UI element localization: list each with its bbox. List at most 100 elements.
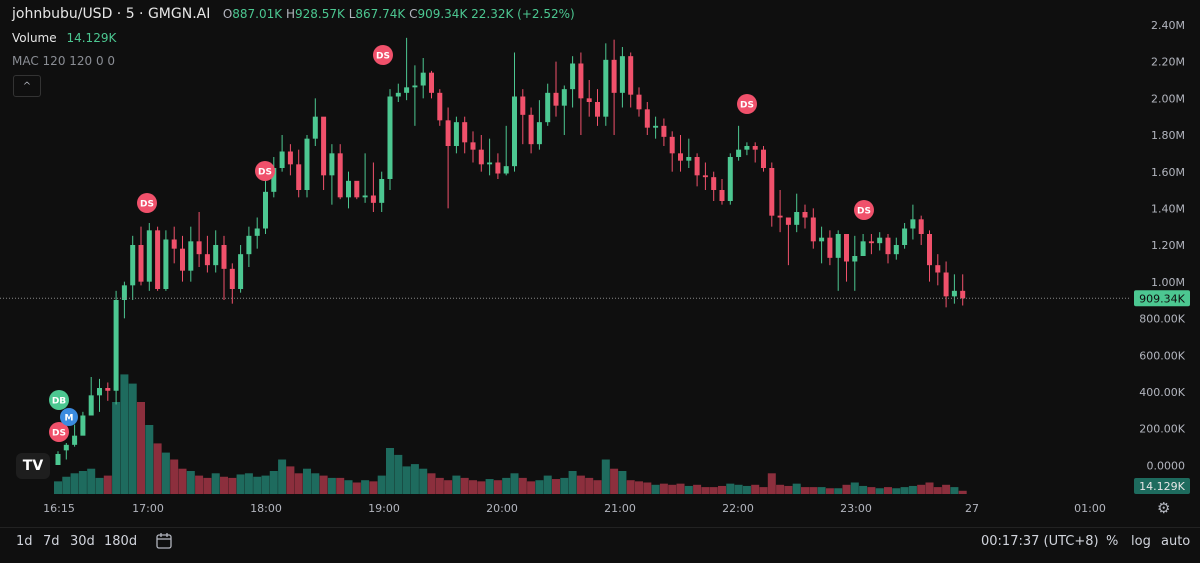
volume-legend-value: 14.129K (66, 31, 117, 45)
volume-bar (493, 480, 502, 494)
time-tick-label: 21:00 (604, 502, 636, 515)
open-value: 887.01K (232, 7, 283, 21)
trade-markers[interactable]: DS DS DS DS DS DS DB M (49, 45, 874, 442)
price-chart[interactable]: 2.40M 2.20M 2.00M 1.80M 1.60M 1.40M 1.20M 1.00M… (0, 0, 1200, 527)
auto-toggle[interactable]: auto (1161, 534, 1191, 549)
candle-body (296, 164, 302, 190)
candles (55, 37, 966, 465)
trade-marker[interactable]: DS (49, 422, 69, 442)
volume-bar (585, 477, 594, 494)
candle-body (802, 212, 808, 218)
candle-body (420, 72, 426, 86)
percent-toggle[interactable]: % (1106, 534, 1119, 549)
trade-marker[interactable]: DS (854, 200, 874, 220)
volume-bar (386, 448, 394, 494)
volume-bar (128, 383, 137, 494)
settings-gear-icon[interactable]: ⚙ (1157, 499, 1171, 517)
candle-body (761, 149, 766, 168)
candle-body (960, 290, 966, 299)
volume-bar (933, 487, 942, 494)
close-label: C (409, 7, 418, 21)
last-volume-text: 14.129K (1139, 480, 1185, 493)
range-1d-button[interactable]: 1d (16, 534, 33, 549)
trade-marker-dot (255, 161, 275, 181)
candle-body (271, 168, 277, 192)
trade-marker[interactable]: DS (137, 193, 157, 213)
range-30d-button[interactable]: 30d (70, 534, 95, 549)
volume-bar (87, 468, 96, 494)
volume-bar (892, 488, 901, 494)
volume-bar (203, 477, 212, 494)
candle-body (503, 166, 509, 174)
time-axis: 16:15 17:00 18:00 19:00 20:00 21:00 22:00 23:00… (43, 502, 1106, 515)
trade-marker-label: DS (376, 52, 390, 62)
volume-bar (593, 480, 602, 494)
volume-bar (62, 476, 71, 494)
collapse-legend-button[interactable]: ^ (13, 75, 41, 97)
volume-bar (145, 425, 154, 494)
low-label: L (348, 7, 356, 21)
volume-bar (112, 402, 121, 494)
candle-body (121, 285, 127, 300)
tradingview-logo-icon[interactable]: TV (16, 453, 50, 479)
volume-legend[interactable]: Volume 14.129K (12, 31, 116, 45)
trade-marker[interactable]: DS (255, 161, 275, 181)
candle-body (63, 444, 69, 451)
trade-marker[interactable]: DB (49, 390, 69, 410)
volume-bar (576, 475, 585, 494)
time-tick-label: 27 (965, 502, 979, 515)
volume-bar (867, 487, 876, 494)
high-label: H (285, 7, 295, 21)
trade-marker[interactable]: DS (737, 94, 757, 114)
time-tick-label: 18:00 (250, 502, 282, 515)
volume-bar (319, 475, 328, 494)
volume-bar (153, 443, 162, 494)
volume-bar (54, 481, 62, 494)
candle-body (603, 59, 609, 117)
volume-bar (659, 483, 668, 494)
volume-bar (369, 481, 378, 494)
candle-body (619, 56, 625, 93)
candle-body (146, 230, 152, 282)
candle-body (852, 256, 858, 262)
volume-bar (228, 477, 237, 494)
trade-marker-dot (49, 390, 69, 410)
candle-body (868, 241, 874, 244)
clock-readout[interactable]: 00:17:37 (UTC+8) (981, 534, 1099, 549)
candle-body (653, 125, 659, 128)
candle-body (130, 245, 136, 286)
volume-bar (195, 475, 204, 494)
range-7d-button[interactable]: 7d (43, 534, 60, 549)
last-price-text: 909.34K (1139, 292, 1185, 305)
volume-bar (884, 487, 892, 494)
volume-bar (236, 474, 245, 494)
range-180d-button[interactable]: 180d (104, 534, 138, 549)
volume-bar (95, 477, 104, 494)
candle-body (180, 248, 185, 271)
candle-body (370, 195, 376, 203)
candle-body (221, 245, 227, 269)
volume-bar (875, 488, 884, 494)
low-value: 867.74K (355, 7, 406, 21)
candle-body (263, 191, 268, 229)
candle-body (935, 265, 941, 273)
volume-bar (510, 473, 519, 494)
time-tick-label: 01:00 (1074, 502, 1106, 515)
candle-body (694, 157, 700, 176)
trade-marker[interactable]: DS (373, 45, 393, 65)
mac-legend[interactable]: MAC 120 120 0 0 (12, 54, 116, 68)
candle-body (927, 234, 932, 266)
volume-bar (377, 475, 386, 494)
calendar-icon[interactable] (155, 532, 173, 550)
candle-body (462, 122, 468, 143)
symbol-title[interactable]: johnbubu/USD · 5 · GMGN.AI (12, 6, 211, 22)
open-label: O (222, 7, 233, 21)
price-tick-label: 200.00K (1139, 423, 1185, 436)
candle-body (918, 219, 924, 234)
volume-bar (410, 464, 419, 494)
candle-body (138, 245, 144, 282)
volume-bar (776, 484, 785, 494)
trade-marker[interactable]: M (60, 408, 78, 426)
log-toggle[interactable]: log (1131, 534, 1151, 549)
candle-body (902, 228, 908, 245)
